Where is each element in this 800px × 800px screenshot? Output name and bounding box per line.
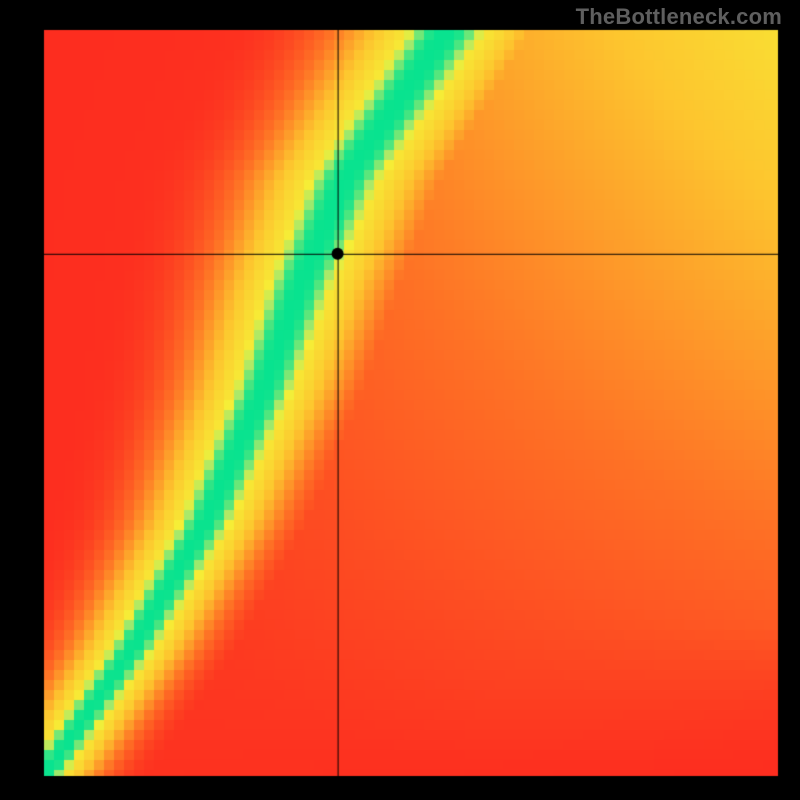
heatmap-canvas (0, 0, 800, 800)
chart-container: TheBottleneck.com (0, 0, 800, 800)
watermark-text: TheBottleneck.com (576, 4, 782, 30)
